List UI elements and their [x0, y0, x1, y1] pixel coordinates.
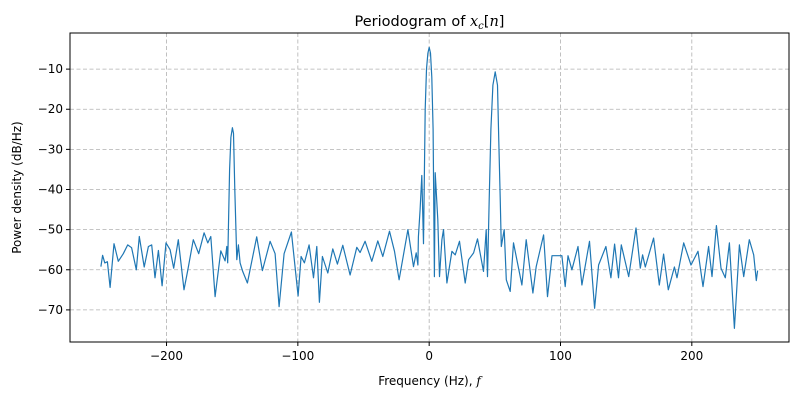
x-axis-label-text: Frequency (Hz),: [378, 374, 476, 388]
title-var: x: [470, 14, 478, 30]
y-tick-label: −10: [38, 62, 63, 76]
series-layer: [100, 46, 759, 329]
ticks: −200 −100 0 100 200 −10 −20 −30 −40 −50 −60 −70: [38, 62, 704, 363]
y-axis-label: Power density (dB/Hz): [10, 121, 24, 254]
x-tick-label: −200: [150, 349, 183, 363]
y-tick-label: −60: [38, 263, 63, 277]
title-sub: c: [478, 21, 484, 32]
title-arg: n: [489, 14, 498, 30]
title-prefix: Periodogram of: [355, 14, 470, 30]
y-tick-label: −40: [38, 183, 63, 197]
x-tick-label: 100: [549, 349, 572, 363]
grid: [70, 33, 789, 342]
x-axis-label: Frequency (Hz), f: [378, 374, 483, 388]
y-tick-label: −30: [38, 142, 63, 156]
x-axis-label-var: f: [475, 374, 483, 388]
chart-title: Periodogram of xc[n]: [355, 14, 505, 32]
x-tick-label: 200: [680, 349, 703, 363]
title-open: [: [484, 14, 490, 30]
x-tick-label: 0: [425, 349, 433, 363]
psd-line: [100, 46, 759, 329]
y-tick-label: −70: [38, 303, 63, 317]
x-tick-label: −100: [281, 349, 314, 363]
y-tick-label: −20: [38, 102, 63, 116]
y-tick-label: −50: [38, 223, 63, 237]
title-close: ]: [499, 14, 505, 30]
